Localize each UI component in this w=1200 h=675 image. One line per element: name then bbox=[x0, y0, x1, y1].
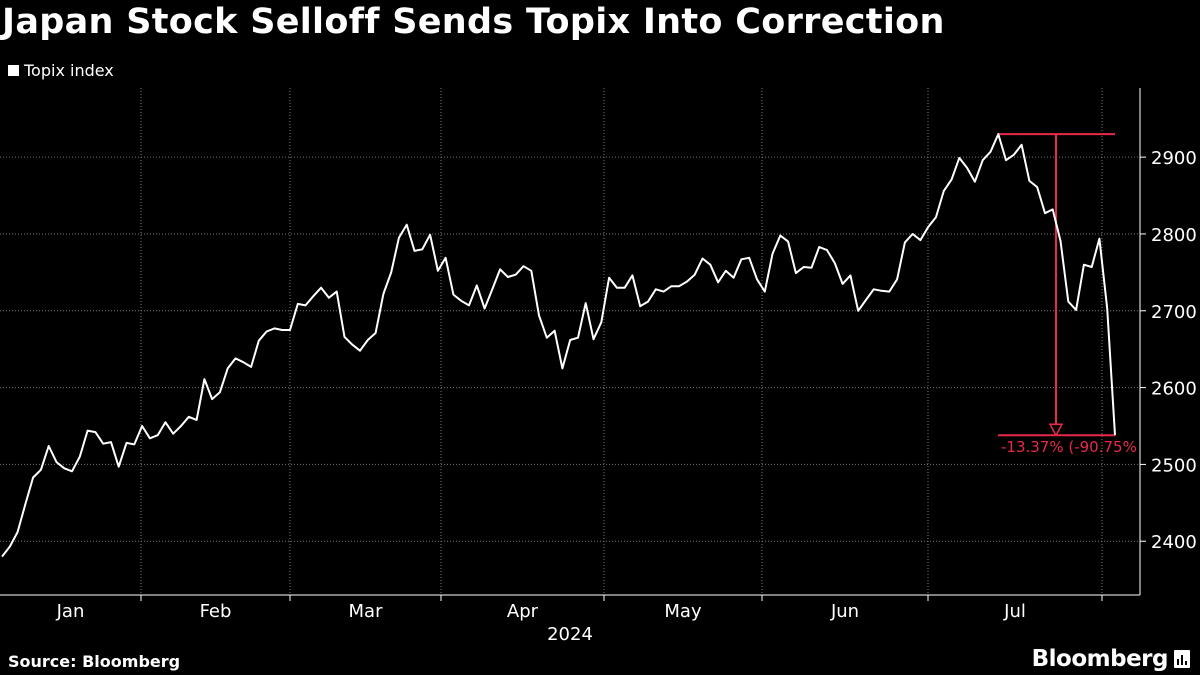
x-tick-label: May bbox=[664, 601, 702, 622]
x-year-label: 2024 bbox=[547, 624, 593, 645]
legend-swatch-icon bbox=[8, 65, 19, 76]
y-tick-label: 2400 bbox=[1151, 532, 1197, 553]
y-tick-label: 2800 bbox=[1151, 225, 1197, 246]
y-tick-label: 2600 bbox=[1151, 379, 1197, 400]
legend: Topix index bbox=[8, 61, 114, 80]
x-tick-label: Feb bbox=[200, 601, 232, 622]
source-note: Source: Bloomberg bbox=[8, 652, 181, 671]
annotation-label: -13.37% (-90.75% bbox=[1001, 438, 1137, 456]
y-tick-label: 2700 bbox=[1151, 302, 1197, 323]
series-line-topix-index bbox=[1, 133, 1116, 558]
x-tick-label: Jan bbox=[56, 601, 85, 622]
y-tick-label: 2900 bbox=[1151, 148, 1197, 169]
y-tick-label: 2500 bbox=[1151, 455, 1197, 476]
annotation-arrow-head bbox=[1048, 423, 1064, 437]
x-tick-label: Jun bbox=[830, 601, 859, 622]
x-tick-label: Jul bbox=[1003, 601, 1026, 622]
x-tick-label: Apr bbox=[507, 601, 539, 622]
x-tick-label: Mar bbox=[349, 601, 384, 622]
legend-label: Topix index bbox=[24, 61, 114, 80]
brand-text: Bloomberg bbox=[1031, 646, 1169, 672]
bloomberg-logo: Bloomberg bbox=[1032, 646, 1190, 672]
bloomberg-terminal-icon bbox=[1174, 650, 1190, 668]
chart-title: Japan Stock Selloff Sends Topix Into Cor… bbox=[2, 2, 945, 42]
